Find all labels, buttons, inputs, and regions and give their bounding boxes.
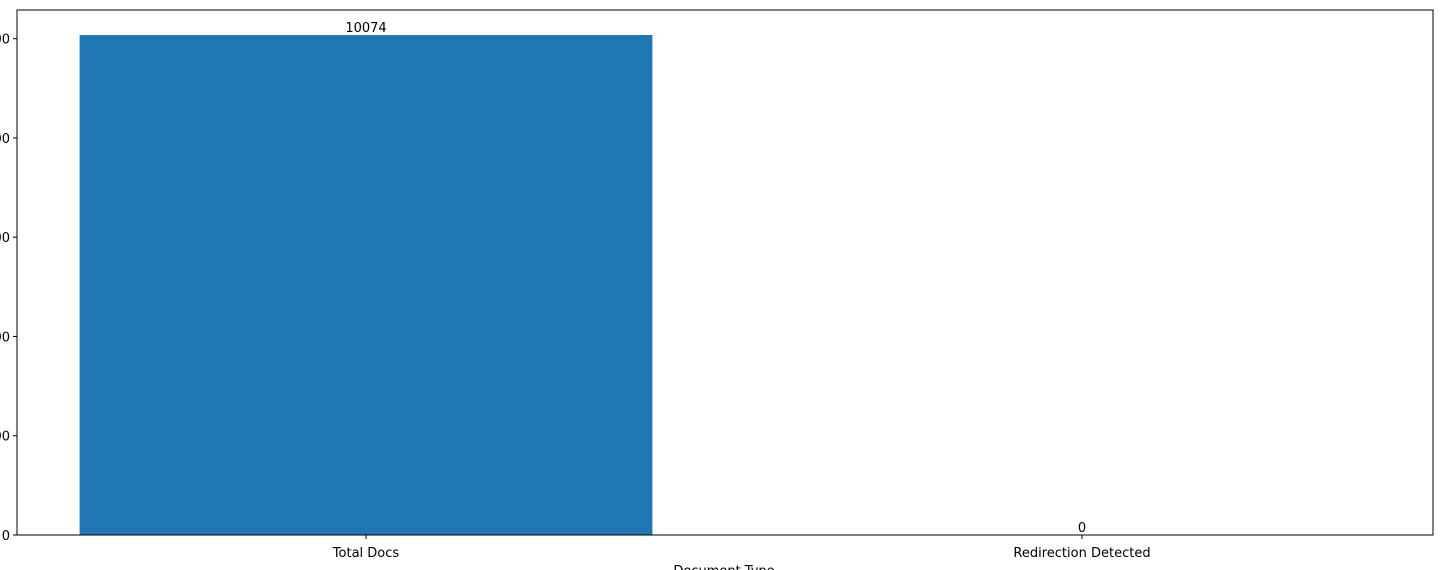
y-tick-label: 6000 <box>0 231 10 246</box>
y-tick-label: 4000 <box>0 330 10 345</box>
y-tick-label: 10000 <box>0 33 10 48</box>
x-tick-label: Redirection Detected <box>1013 546 1150 561</box>
value-label: 0 <box>1078 521 1086 536</box>
x-axis-label: Document Type <box>673 564 774 570</box>
x-tick-label: Total Docs <box>332 546 400 561</box>
plot-frame <box>16 9 1434 536</box>
y-tick-label: 8000 <box>0 132 10 147</box>
value-label: 10074 <box>345 21 386 36</box>
bar <box>79 35 653 535</box>
y-tick-label: 2000 <box>0 430 10 445</box>
y-tick-label: 0 <box>2 529 10 544</box>
